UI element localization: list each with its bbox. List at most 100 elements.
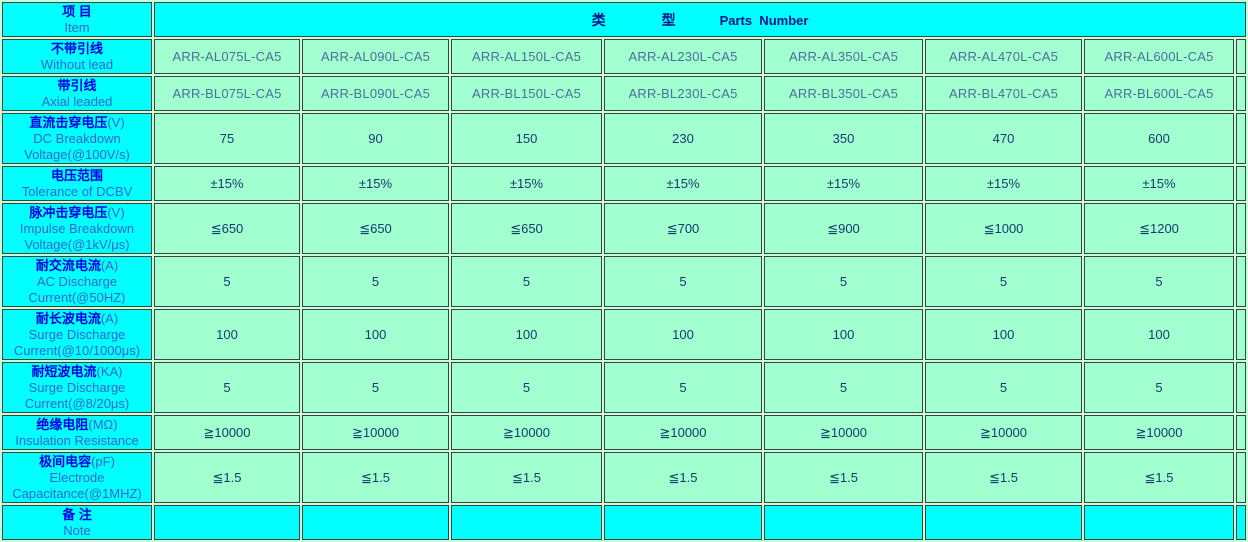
row-label-zh: 极间电容(pF) xyxy=(39,454,115,469)
cell-surge-discharge-current-short-2: 5 xyxy=(451,362,602,413)
cell-electrode-capacitance-2: ≦1.5 xyxy=(451,452,602,503)
cell-electrode-capacitance-0: ≦1.5 xyxy=(154,452,300,503)
cell-tolerance-of-dcbv-0: ±15% xyxy=(154,166,300,201)
row-end-spacer-cell xyxy=(1236,362,1246,413)
row-label-tolerance-of-dcbv: 电压范围 Tolerance of DCBV xyxy=(2,166,152,201)
cell-surge-discharge-current-long-4: 100 xyxy=(764,309,923,360)
header-parts-number-cell: 类 型 Parts Number xyxy=(154,2,1246,37)
cell-dc-breakdown-voltage-5: 470 xyxy=(925,113,1082,164)
cell-dc-breakdown-voltage-6: 600 xyxy=(1084,113,1234,164)
table-row-ac-discharge-current: 耐交流电流(A) AC Discharge Current(@50HZ) 5 5 5 5 5… xyxy=(2,256,1246,307)
cell-ac-discharge-current-0: 5 xyxy=(154,256,300,307)
row-end-spacer-cell xyxy=(1236,256,1246,307)
row-end-spacer-cell xyxy=(1236,39,1246,74)
cell-surge-discharge-current-short-4: 5 xyxy=(764,362,923,413)
row-label-axial-leaded: 带引线 Axial leaded xyxy=(2,76,152,111)
cell-note-4 xyxy=(764,505,923,540)
table-row-insulation-resistance: 绝缘电阻(MΩ) Insulation Resistance ≧10000 ≧1000… xyxy=(2,415,1246,450)
cell-tolerance-of-dcbv-2: ±15% xyxy=(451,166,602,201)
cell-surge-discharge-current-long-2: 100 xyxy=(451,309,602,360)
row-end-spacer-cell xyxy=(1236,309,1246,360)
cell-axial-leaded-2: ARR-BL150L-CA5 xyxy=(451,76,602,111)
cell-surge-discharge-current-short-1: 5 xyxy=(302,362,449,413)
row-end-spacer-cell xyxy=(1236,166,1246,201)
cell-dc-breakdown-voltage-0: 75 xyxy=(154,113,300,164)
row-label-zh: 直流击穿电压(V) xyxy=(29,115,125,130)
cell-ac-discharge-current-2: 5 xyxy=(451,256,602,307)
row-label-dc-breakdown-voltage: 直流击穿电压(V) DC Breakdown Voltage(@100V/s) xyxy=(2,113,152,164)
cell-insulation-resistance-5: ≧10000 xyxy=(925,415,1082,450)
row-label-en: Axial leaded xyxy=(41,94,113,109)
table-row-surge-discharge-current-long: 耐长波电流(A) Surge Discharge Current(@10/1000… xyxy=(2,309,1246,360)
cell-surge-discharge-current-short-5: 5 xyxy=(925,362,1082,413)
row-label-en: Note xyxy=(63,523,91,538)
cell-without-lead-0: ARR-AL075L-CA5 xyxy=(154,39,300,74)
cell-note-1 xyxy=(302,505,449,540)
row-label-zh: 耐交流电流(A) xyxy=(35,258,119,273)
row-end-spacer-cell xyxy=(1236,505,1246,540)
row-label-zh: 电压范围 xyxy=(50,168,103,183)
row-label-zh: 脉冲击穿电压(V) xyxy=(29,205,125,220)
table-row-impulse-breakdown-voltage: 脉冲击穿电压(V) Impulse Breakdown Voltage(@1kV/… xyxy=(2,203,1246,254)
header-item-label-zh: 项 目 xyxy=(62,4,92,19)
cell-impulse-breakdown-voltage-0: ≦650 xyxy=(154,203,300,254)
cell-surge-discharge-current-short-6: 5 xyxy=(1084,362,1234,413)
cell-insulation-resistance-0: ≧10000 xyxy=(154,415,300,450)
cell-note-3 xyxy=(604,505,762,540)
cell-without-lead-1: ARR-AL090L-CA5 xyxy=(302,39,449,74)
cell-note-6 xyxy=(1084,505,1234,540)
cell-surge-discharge-current-short-0: 5 xyxy=(154,362,300,413)
row-end-spacer-cell xyxy=(1236,76,1246,111)
cell-electrode-capacitance-4: ≦1.5 xyxy=(764,452,923,503)
cell-axial-leaded-5: ARR-BL470L-CA5 xyxy=(925,76,1082,111)
cell-surge-discharge-current-long-5: 100 xyxy=(925,309,1082,360)
cell-impulse-breakdown-voltage-4: ≦900 xyxy=(764,203,923,254)
cell-tolerance-of-dcbv-6: ±15% xyxy=(1084,166,1234,201)
cell-dc-breakdown-voltage-3: 230 xyxy=(604,113,762,164)
cell-without-lead-4: ARR-AL350L-CA5 xyxy=(764,39,923,74)
row-label-en: Impulse Breakdown Voltage(@1kV/μs) xyxy=(19,221,135,252)
row-label-impulse-breakdown-voltage: 脉冲击穿电压(V) Impulse Breakdown Voltage(@1kV/… xyxy=(2,203,152,254)
cell-electrode-capacitance-3: ≦1.5 xyxy=(604,452,762,503)
header-type-zh-1: 类 xyxy=(591,11,606,28)
row-label-zh: 绝缘电阻(MΩ) xyxy=(36,417,118,432)
cell-without-lead-5: ARR-AL470L-CA5 xyxy=(925,39,1082,74)
cell-without-lead-2: ARR-AL150L-CA5 xyxy=(451,39,602,74)
row-label-zh: 耐短波电流(KA) xyxy=(31,364,123,379)
cell-ac-discharge-current-4: 5 xyxy=(764,256,923,307)
cell-insulation-resistance-3: ≧10000 xyxy=(604,415,762,450)
cell-surge-discharge-current-long-3: 100 xyxy=(604,309,762,360)
cell-axial-leaded-0: ARR-BL075L-CA5 xyxy=(154,76,300,111)
cell-without-lead-6: ARR-AL600L-CA5 xyxy=(1084,39,1234,74)
row-label-en: Insulation Resistance xyxy=(15,433,139,448)
cell-impulse-breakdown-voltage-2: ≦650 xyxy=(451,203,602,254)
row-label-zh: 耐长波电流(A) xyxy=(35,311,119,326)
row-label-ac-discharge-current: 耐交流电流(A) AC Discharge Current(@50HZ) xyxy=(2,256,152,307)
cell-impulse-breakdown-voltage-6: ≦1200 xyxy=(1084,203,1234,254)
row-label-note: 备 注 Note xyxy=(2,505,152,540)
table-row-electrode-capacitance: 极间电容(pF) Electrode Capacitance(@1MHZ) ≦1.5… xyxy=(2,452,1246,503)
cell-tolerance-of-dcbv-5: ±15% xyxy=(925,166,1082,201)
row-end-spacer-cell xyxy=(1236,452,1246,503)
cell-dc-breakdown-voltage-4: 350 xyxy=(764,113,923,164)
cell-insulation-resistance-4: ≧10000 xyxy=(764,415,923,450)
table-row-tolerance-of-dcbv: 电压范围 Tolerance of DCBV ±15% ±15% ±15% ±15% ±15… xyxy=(2,166,1246,201)
row-end-spacer-cell xyxy=(1236,415,1246,450)
cell-dc-breakdown-voltage-1: 90 xyxy=(302,113,449,164)
cell-electrode-capacitance-6: ≦1.5 xyxy=(1084,452,1234,503)
cell-tolerance-of-dcbv-3: ±15% xyxy=(604,166,762,201)
cell-axial-leaded-6: ARR-BL600L-CA5 xyxy=(1084,76,1234,111)
row-label-en: Electrode Capacitance(@1MHZ) xyxy=(12,470,142,501)
row-label-en: Tolerance of DCBV xyxy=(21,184,133,199)
cell-ac-discharge-current-3: 5 xyxy=(604,256,762,307)
cell-surge-discharge-current-short-3: 5 xyxy=(604,362,762,413)
row-label-en: DC Breakdown Voltage(@100V/s) xyxy=(24,131,130,162)
header-item-cell: 项 目 Item xyxy=(2,2,152,37)
cell-ac-discharge-current-6: 5 xyxy=(1084,256,1234,307)
row-label-en: Surge Discharge Current(@10/1000μs) xyxy=(13,327,141,358)
cell-ac-discharge-current-1: 5 xyxy=(302,256,449,307)
cell-impulse-breakdown-voltage-1: ≦650 xyxy=(302,203,449,254)
cell-tolerance-of-dcbv-1: ±15% xyxy=(302,166,449,201)
